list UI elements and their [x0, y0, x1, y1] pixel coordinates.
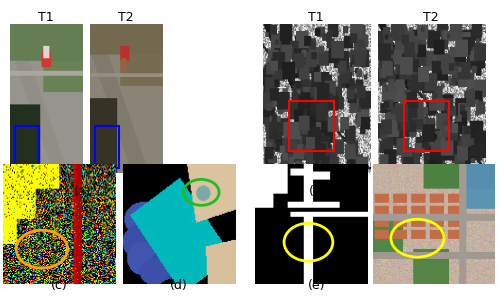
Text: (b): (b): [308, 185, 326, 198]
Text: (e): (e): [308, 279, 325, 292]
Bar: [95, 126, 119, 168]
Bar: [15, 126, 39, 168]
Title: T1: T1: [38, 11, 54, 24]
Title: T2: T2: [118, 11, 134, 24]
Bar: [404, 101, 449, 151]
Title: T2: T2: [424, 11, 439, 24]
Bar: [290, 101, 334, 151]
Title: T1: T1: [308, 11, 324, 24]
Text: (d): (d): [170, 279, 188, 292]
Text: (c): (c): [50, 279, 68, 292]
Text: (a): (a): [74, 185, 91, 198]
